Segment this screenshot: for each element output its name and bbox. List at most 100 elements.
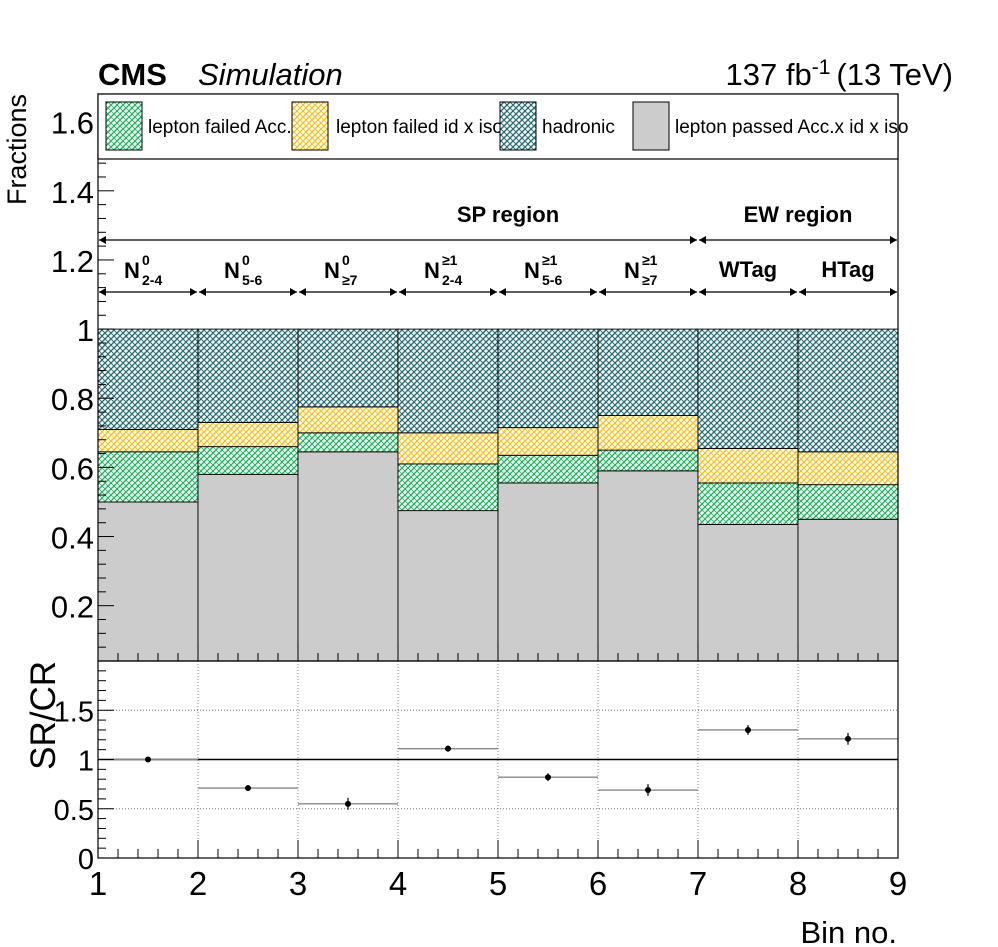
bar-1-bin-6	[597, 470, 699, 662]
category-arrow-3-head-right	[390, 288, 397, 296]
category-label-4: N ≥1 2-4	[424, 252, 462, 288]
stacked-bars	[97, 328, 899, 662]
category-arrow-1-head-left	[99, 288, 106, 296]
upper-y-tick-label: 1.2	[51, 244, 94, 279]
ratio-point-marker	[545, 774, 551, 781]
bar-1-bin-4	[397, 510, 499, 662]
ratio-point-3	[298, 797, 398, 810]
bar-3-bin-6	[597, 415, 699, 451]
ratio-point-marker	[145, 756, 151, 763]
lower-x-tick-label: 9	[889, 865, 907, 902]
lower-x-tick-label: 5	[489, 865, 507, 902]
legend-swatch-3	[499, 101, 537, 151]
ratio-point-marker	[645, 787, 651, 794]
category-base: N	[624, 258, 640, 283]
category-label-3: N 0 ≥7	[324, 252, 358, 288]
lower-y-tick-label: 1.5	[54, 696, 94, 728]
region-arrow-2-head-left	[699, 236, 706, 244]
region-label-2: EW region	[744, 202, 853, 227]
category-base: N	[424, 258, 440, 283]
experiment-label: CMS	[98, 57, 167, 92]
category-label-7: WTag	[719, 257, 777, 282]
ratio-point-5	[498, 773, 598, 782]
category-arrow-2-head-right	[290, 288, 297, 296]
upper-y-tick-label: 1	[77, 313, 94, 348]
ratio-grid	[98, 661, 898, 858]
upper-y-axis-label: Fractions	[2, 94, 32, 205]
category-label-1: N 0 2-4	[124, 252, 162, 288]
bar-3-bin-5	[497, 427, 599, 456]
lower-x-tick-label: 6	[589, 865, 607, 902]
lower-x-tick-label: 2	[189, 865, 207, 902]
x-axis-label: Bin no.	[800, 915, 897, 947]
category-arrow-4-head-left	[399, 288, 406, 296]
bar-4-bin-1	[97, 328, 199, 430]
category-sup: ≥1	[542, 252, 558, 268]
bar-2-bin-1	[97, 451, 199, 503]
legend-label-4: lepton passed Acc.x id x iso	[675, 117, 908, 138]
category-sup: 0	[342, 252, 350, 268]
upper-y-tick-label: 1.4	[51, 175, 94, 210]
bar-2-bin-8	[797, 484, 899, 520]
category-arrow-2-head-left	[199, 288, 206, 296]
fractions-pad: 0.2 0.4 0.6 0.8 1 1.2 1.4 1.6 lepton failed Acc…	[2, 93, 908, 662]
ratio-point-7	[698, 725, 798, 735]
category-sub: 2-4	[142, 272, 162, 288]
category-label-2: N 0 5-6	[224, 252, 262, 288]
lower-axis-ticks: 1 2 3 4 5 6 7 8 9 0 0.5 1 1.5	[54, 670, 907, 902]
legend-swatch-2	[291, 101, 329, 151]
lumi-label: 137 fb-1 (13 TeV)	[726, 56, 954, 92]
category-label-5: N ≥1 5-6	[524, 252, 562, 288]
lower-y-tick-label: 0	[78, 844, 94, 876]
bar-2-bin-4	[397, 463, 499, 512]
upper-y-tick-label: 0.8	[51, 382, 94, 417]
upper-y-tick-label: 1.6	[51, 106, 94, 141]
upper-axis-ticks: 0.2 0.4 0.6 0.8 1 1.2 1.4 1.6	[51, 93, 899, 662]
ratio-point-4	[398, 745, 498, 752]
lower-frame	[97, 660, 899, 859]
bar-2-bin-7	[697, 482, 799, 525]
bar-4-bin-6	[597, 328, 699, 416]
bar-3-bin-7	[697, 447, 799, 484]
category-base: N	[524, 258, 540, 283]
ratio-point-1	[98, 756, 198, 763]
lower-y-tick-label: 0.5	[54, 795, 94, 827]
legend-label-3: hadronic	[542, 117, 615, 138]
category-arrow-3-head-left	[299, 288, 306, 296]
legend-box	[97, 93, 899, 160]
region-arrow-1-head-right	[690, 236, 697, 244]
category-sup: 0	[242, 252, 250, 268]
bar-4-bin-5	[497, 328, 599, 429]
category-sup: ≥1	[442, 252, 458, 268]
category-sub: 2-4	[442, 272, 462, 288]
category-sup: ≥1	[642, 252, 658, 268]
category-arrow-7-head-left	[699, 288, 706, 296]
bar-2-bin-2	[197, 446, 299, 475]
bar-1-bin-5	[497, 482, 599, 662]
lower-x-tick-label: 3	[289, 865, 307, 902]
region-arrow-1-head-left	[99, 236, 106, 244]
upper-y-tick-label: 0.4	[51, 521, 94, 556]
ratio-point-marker	[745, 726, 751, 733]
category-label-6: N ≥1 ≥7	[624, 252, 658, 288]
ratio-point-6	[598, 784, 698, 796]
category-sub: 5-6	[242, 272, 262, 288]
category-sup: 0	[142, 252, 150, 268]
category-arrow-8-head-right	[890, 288, 897, 296]
bar-3-bin-1	[97, 428, 199, 453]
bar-2-bin-3	[297, 432, 399, 453]
category-sub: 5-6	[542, 272, 562, 288]
category-arrow-4-head-right	[490, 288, 497, 296]
ratio-point-marker	[445, 745, 451, 752]
category-arrow-6-head-left	[599, 288, 606, 296]
legend-swatch-4	[632, 101, 670, 151]
category-base: N	[124, 258, 140, 283]
category-base: N	[224, 258, 240, 283]
region-arrow-2-head-right	[890, 236, 897, 244]
category-arrow-8-head-left	[799, 288, 806, 296]
category-arrow-7-head-right	[790, 288, 797, 296]
lower-x-tick-label: 4	[389, 865, 407, 902]
region-label-1: SP region	[457, 202, 559, 227]
bar-4-bin-2	[197, 328, 299, 423]
